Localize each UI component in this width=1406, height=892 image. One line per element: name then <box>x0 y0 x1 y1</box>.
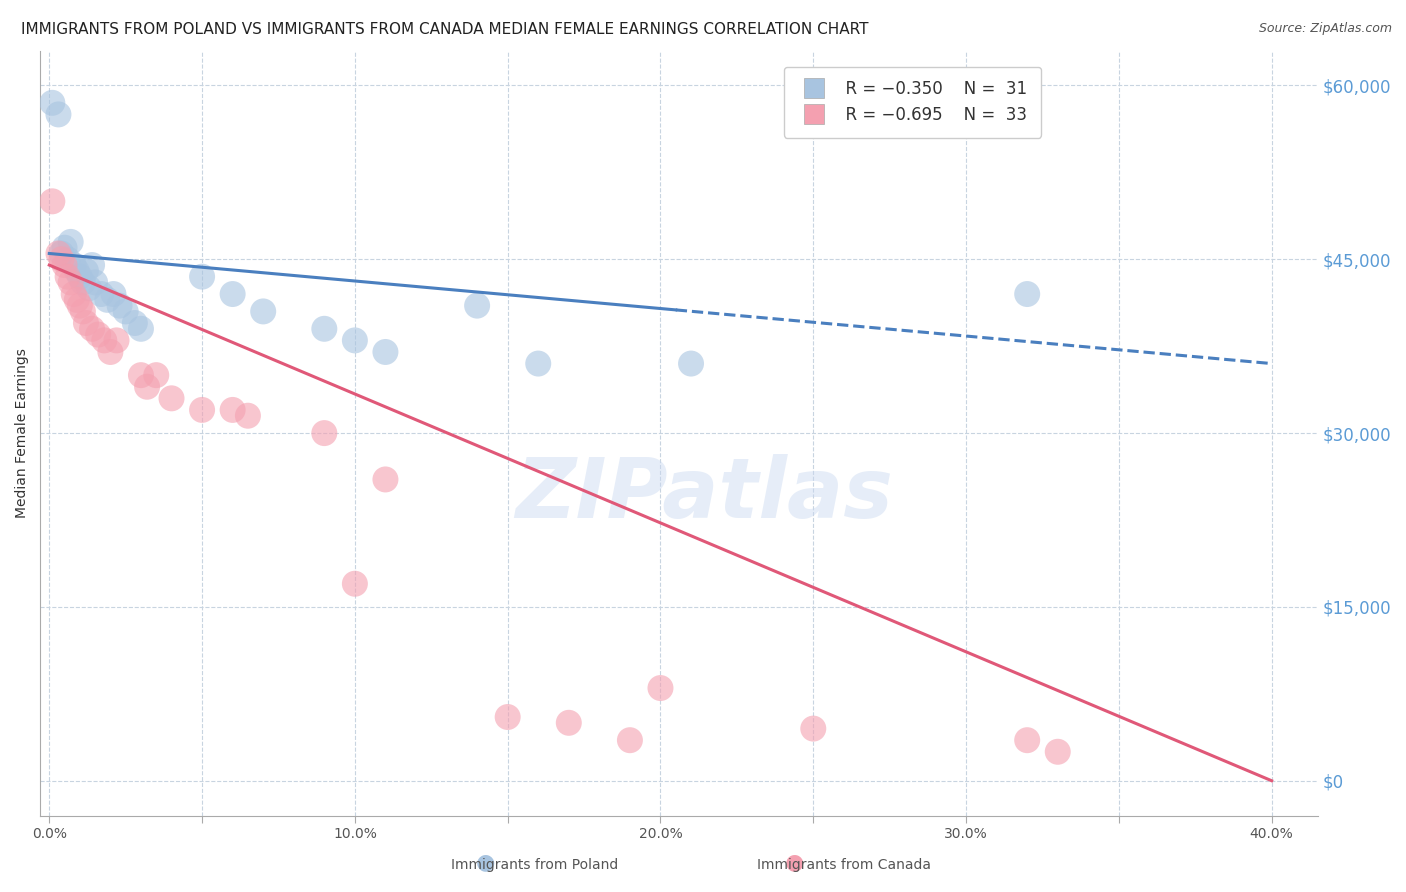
Point <box>72 276 94 290</box>
Point <box>75 316 97 330</box>
Point <box>314 426 336 441</box>
Point <box>129 368 152 383</box>
Point <box>619 733 641 747</box>
Point <box>496 710 519 724</box>
Point <box>62 258 84 272</box>
Point <box>59 235 82 249</box>
Point <box>69 299 91 313</box>
Point <box>69 269 91 284</box>
Point <box>374 345 396 359</box>
Point <box>53 258 76 272</box>
Point <box>114 304 136 318</box>
Point <box>129 322 152 336</box>
Point <box>84 276 107 290</box>
Point <box>80 258 103 272</box>
Text: ●: ● <box>475 853 495 872</box>
Text: ●: ● <box>785 853 804 872</box>
Point <box>221 403 243 417</box>
Point <box>145 368 167 383</box>
Point <box>100 345 122 359</box>
Text: Source: ZipAtlas.com: Source: ZipAtlas.com <box>1258 22 1392 36</box>
Point <box>191 269 214 284</box>
Text: Immigrants from Poland: Immigrants from Poland <box>451 858 617 872</box>
Point <box>72 304 94 318</box>
Point <box>51 246 73 260</box>
Point <box>105 334 128 348</box>
Point <box>77 281 100 295</box>
Point <box>103 287 125 301</box>
Point <box>1046 745 1069 759</box>
Point <box>1017 733 1039 747</box>
Point <box>343 576 366 591</box>
Point <box>650 681 672 695</box>
Point <box>160 392 183 406</box>
Point <box>252 304 274 318</box>
Point <box>93 334 115 348</box>
Point <box>56 252 79 267</box>
Point <box>41 194 63 209</box>
Point <box>80 322 103 336</box>
Point <box>191 403 214 417</box>
Y-axis label: Median Female Earnings: Median Female Earnings <box>15 348 30 518</box>
Point <box>75 264 97 278</box>
Point <box>136 380 159 394</box>
Point <box>374 473 396 487</box>
Point <box>1017 287 1039 301</box>
Text: IMMIGRANTS FROM POLAND VS IMMIGRANTS FROM CANADA MEDIAN FEMALE EARNINGS CORRELAT: IMMIGRANTS FROM POLAND VS IMMIGRANTS FRO… <box>21 22 869 37</box>
Text: ZIPatlas: ZIPatlas <box>516 454 893 535</box>
Point <box>96 293 118 307</box>
Point <box>221 287 243 301</box>
Point <box>87 327 110 342</box>
Point <box>51 252 73 267</box>
Point <box>679 357 702 371</box>
Point <box>48 107 70 121</box>
Point <box>66 264 89 278</box>
Point <box>558 715 581 730</box>
Point <box>314 322 336 336</box>
Legend:   R = −0.350    N =  31,   R = −0.695    N =  33: R = −0.350 N = 31, R = −0.695 N = 33 <box>783 67 1040 137</box>
Point <box>53 241 76 255</box>
Point <box>124 316 146 330</box>
Point <box>48 246 70 260</box>
Point <box>56 269 79 284</box>
Point <box>465 299 488 313</box>
Point <box>59 276 82 290</box>
Point <box>801 722 824 736</box>
Point <box>236 409 259 423</box>
Point <box>41 95 63 110</box>
Point <box>343 334 366 348</box>
Point <box>66 293 89 307</box>
Point <box>527 357 550 371</box>
Point <box>108 299 131 313</box>
Point <box>90 287 112 301</box>
Text: Immigrants from Canada: Immigrants from Canada <box>756 858 931 872</box>
Point <box>62 287 84 301</box>
